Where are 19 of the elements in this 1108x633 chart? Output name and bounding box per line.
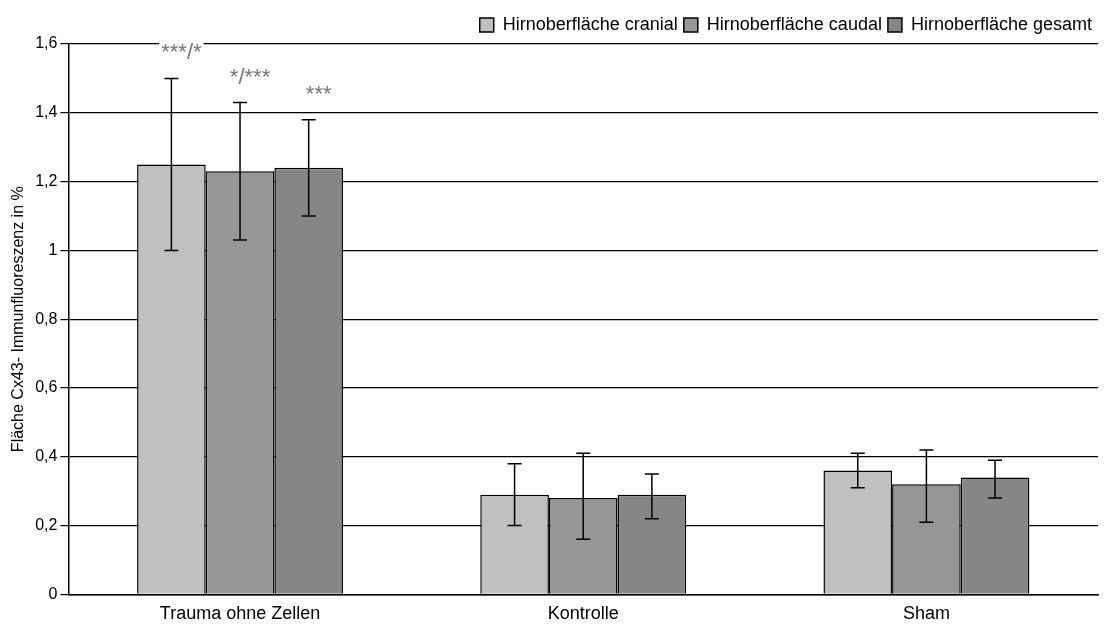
- annotation: ***: [305, 80, 332, 106]
- y-tick-label: 1,6: [35, 34, 58, 52]
- y-tick-label: 1: [48, 240, 58, 258]
- y-axis-title: Fläche Cx43- Immunfluoreszenz in %: [9, 186, 27, 453]
- x-tick-label: Trauma ohne Zellen: [159, 603, 321, 624]
- y-tick-label: 0,2: [35, 516, 58, 534]
- x-tick-label: Kontrolle: [547, 603, 619, 624]
- legend-label: Hirnoberfläche gesamt: [910, 13, 1092, 34]
- legend-label: Hirnoberfläche cranial: [502, 13, 678, 34]
- y-tick-label: 0: [48, 584, 58, 602]
- x-tick-label: Sham: [902, 603, 950, 624]
- y-tick-label: 0,4: [35, 447, 58, 465]
- legend-label: Hirnoberfläche caudal: [706, 13, 882, 34]
- y-tick-label: 0,6: [35, 378, 58, 396]
- y-tick-label: 1,4: [35, 103, 58, 121]
- annotation: ***/*: [161, 39, 203, 65]
- y-tick-label: 1,2: [35, 172, 58, 190]
- annotation: */***: [229, 63, 271, 89]
- y-tick-label: 0,8: [35, 309, 58, 327]
